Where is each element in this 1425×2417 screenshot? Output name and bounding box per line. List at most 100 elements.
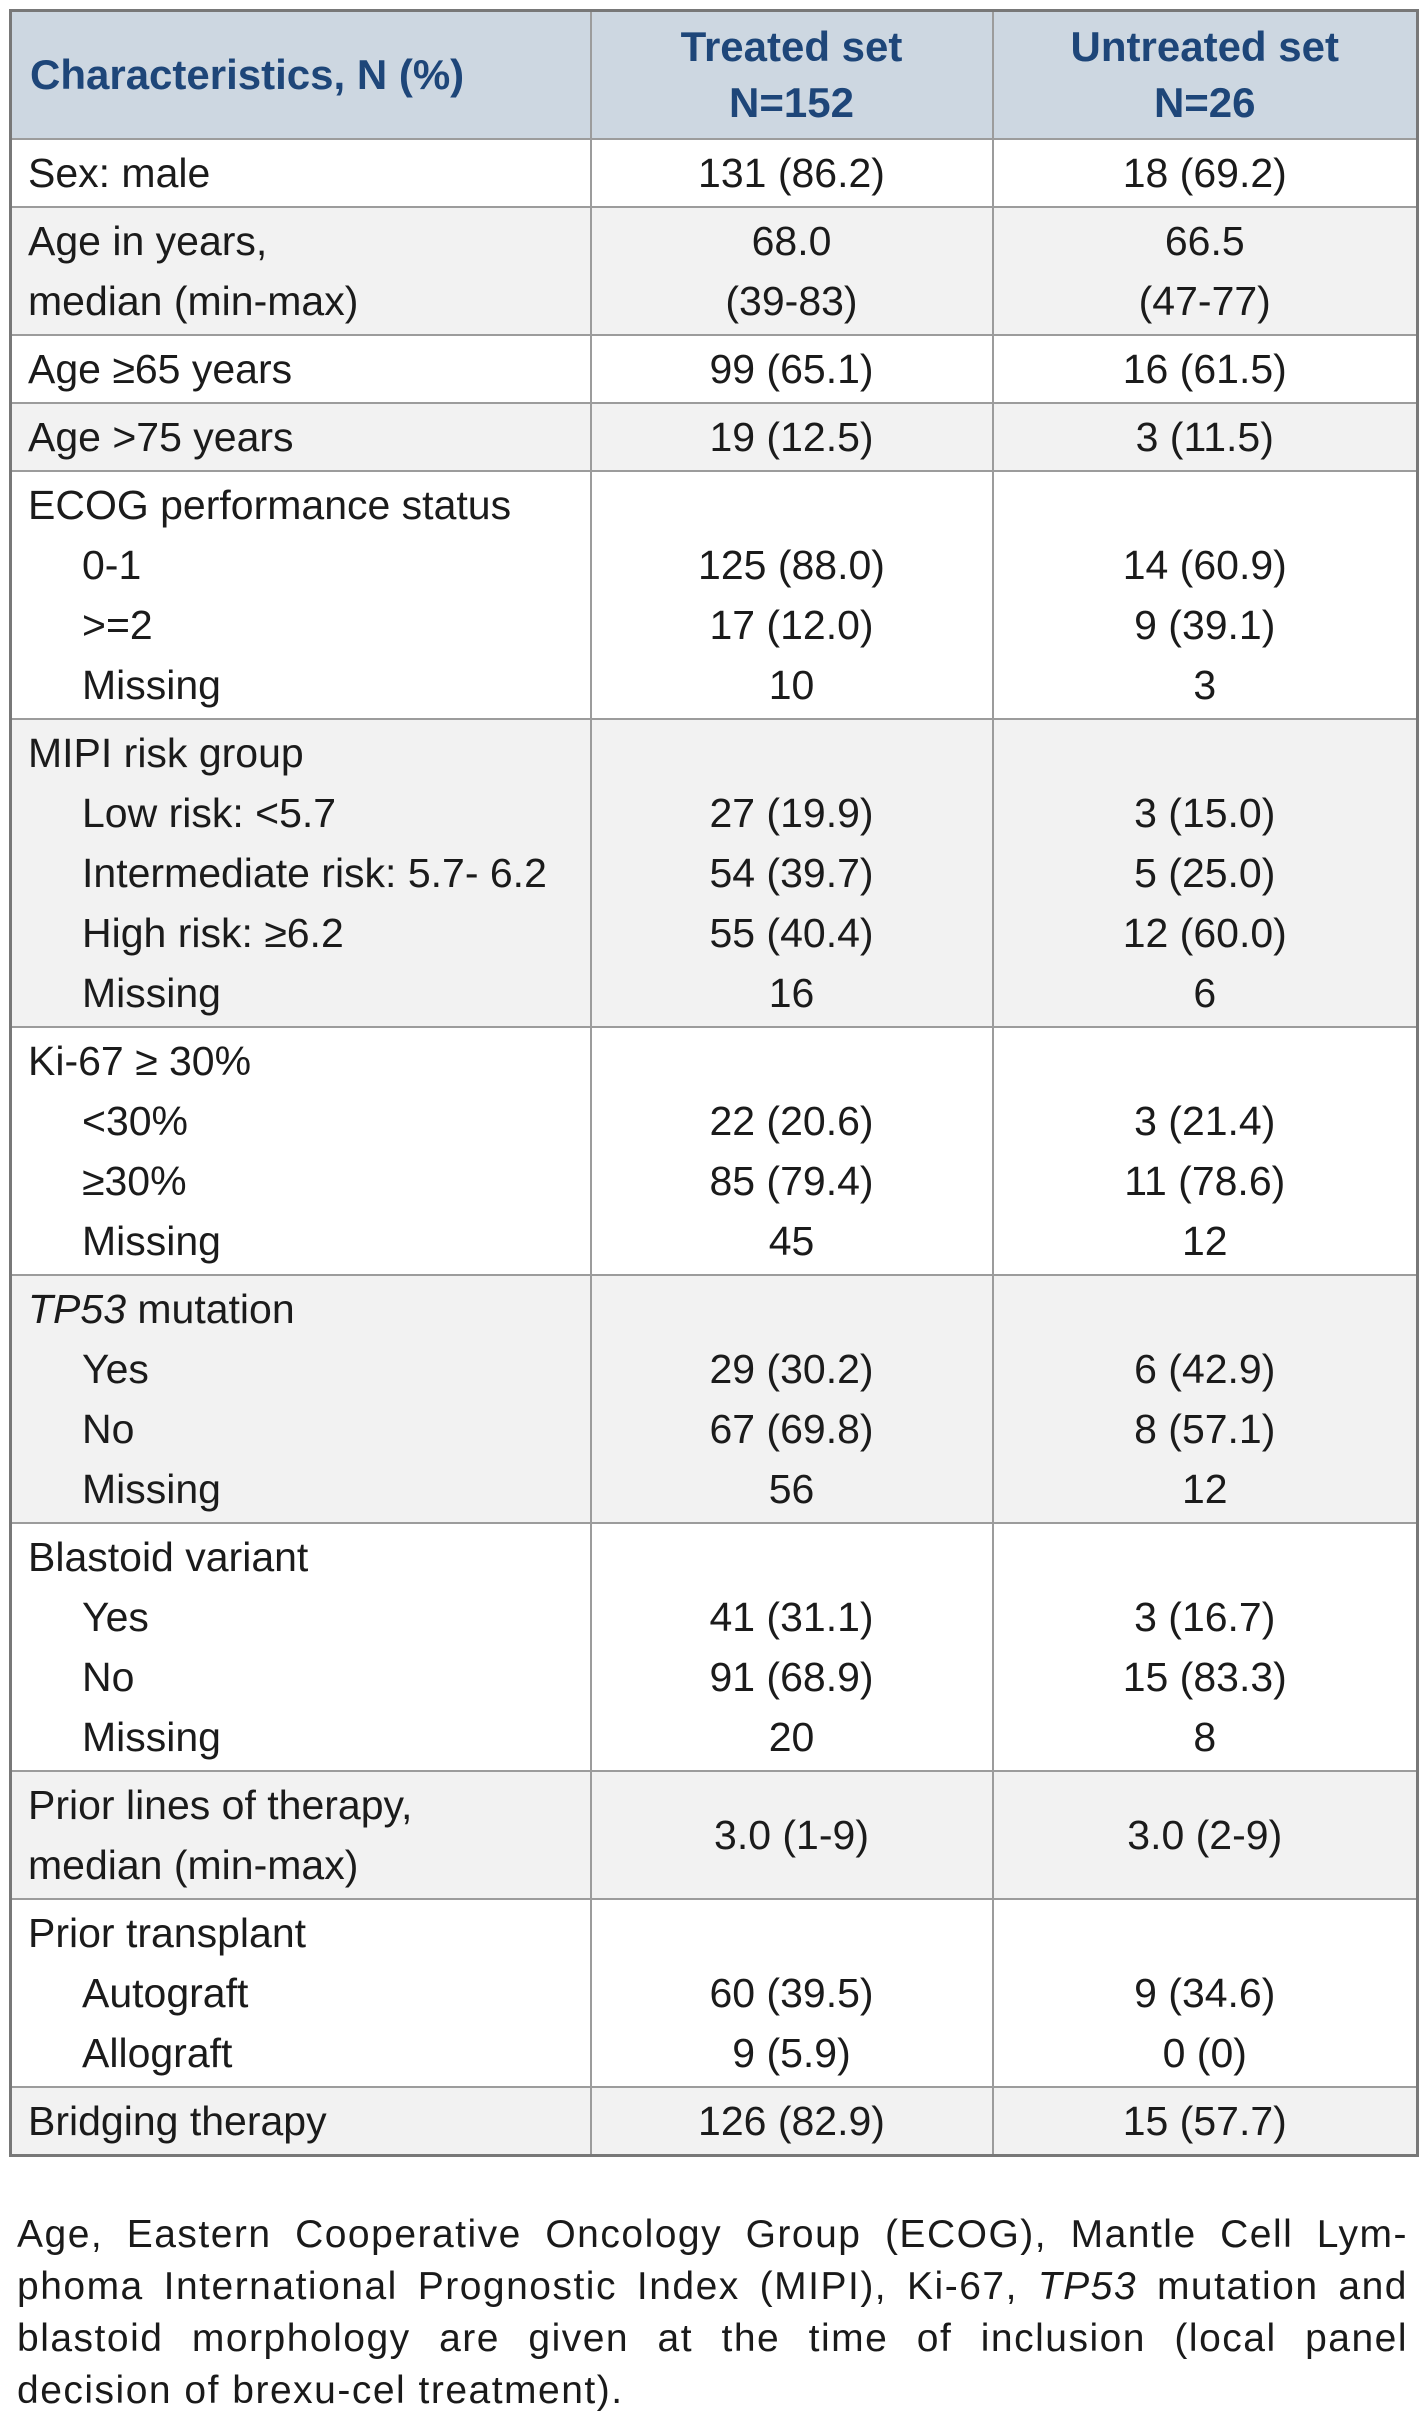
untreated-value: 8 <box>1193 1714 1217 1760</box>
untreated-value <box>998 723 1413 783</box>
footnote-line: Age, Eastern Cooperative Oncology Group … <box>17 2213 1408 2256</box>
header-characteristics: Characteristics, N (%) <box>9 9 592 140</box>
treated-cell: 41 (31.1) 91 (68.9) 20 <box>589 1522 994 1772</box>
row-label: Age >75 years <box>28 414 294 460</box>
treated-value: 27 (19.9) <box>709 790 874 836</box>
treated-cell: 125 (88.0) 17 (12.0) 10 <box>589 470 994 720</box>
header-untreated-line2: N=26 <box>1153 79 1256 126</box>
footnote-line: phoma International Prognostic Index (MI… <box>17 2261 1408 2313</box>
row-label: Yes <box>82 1346 149 1392</box>
row-label: Missing <box>82 1218 221 1264</box>
gene-name-tp53: TP53 <box>28 1286 126 1332</box>
row-label-cell: Age >75 years <box>9 402 592 472</box>
untreated-value <box>998 1031 1413 1091</box>
untreated-value <box>998 1279 1413 1339</box>
table-row-mipi: MIPI risk group Low risk: <5.7 Intermedi… <box>9 718 1419 1028</box>
treated-value: 125 (88.0) <box>698 542 885 588</box>
treated-value: 10 <box>768 662 815 708</box>
treated-value: 41 (31.1) <box>709 1594 874 1640</box>
treated-value <box>596 1903 988 1963</box>
footnote-text: phoma International Prognostic Index (MI… <box>17 2265 1038 2308</box>
treated-cell: 99 (65.1) <box>589 334 994 404</box>
treated-value: 99 (65.1) <box>709 346 874 392</box>
characteristics-table: Characteristics, N (%) Treated set N=152… <box>9 9 1419 2157</box>
row-label: Prior transplant <box>28 1910 307 1956</box>
row-label-cell: TP53 mutation Yes No Missing <box>9 1274 592 1524</box>
row-label: ≥30% <box>82 1158 187 1204</box>
treated-value: 126 (82.9) <box>698 2098 885 2144</box>
row-label: Missing <box>82 1466 221 1512</box>
untreated-value: 3 (15.0) <box>1134 790 1276 836</box>
untreated-value: 3.0 (2-9) <box>1127 1812 1283 1858</box>
row-label: Prior lines of therapy, <box>28 1782 413 1828</box>
treated-cell: 68.0 (39-83) <box>589 206 994 336</box>
untreated-cell: 3.0 (2-9) <box>991 1770 1419 1900</box>
treated-value: 17 (12.0) <box>709 602 874 648</box>
treated-value: 16 <box>768 970 815 1016</box>
treated-cell: 3.0 (1-9) <box>589 1770 994 1900</box>
treated-cell: 19 (12.5) <box>589 402 994 472</box>
treated-value <box>596 723 988 783</box>
row-label-cell: Blastoid variant Yes No Missing <box>9 1522 592 1772</box>
untreated-cell: 3 (16.7) 15 (83.3) 8 <box>991 1522 1419 1772</box>
treated-value <box>596 1279 988 1339</box>
table-row-sex: Sex: male 131 (86.2) 18 (69.2) <box>9 138 1419 208</box>
untreated-value: 16 (61.5) <box>1122 346 1287 392</box>
untreated-value: 15 (83.3) <box>1122 1654 1287 1700</box>
row-label: Missing <box>82 662 221 708</box>
treated-value: 85 (79.4) <box>709 1158 874 1204</box>
untreated-value: 11 (78.6) <box>1124 1158 1286 1204</box>
untreated-value: 6 <box>1193 970 1217 1016</box>
treated-value: 9 (5.9) <box>732 2030 851 2076</box>
row-label: Sex: male <box>28 150 211 196</box>
table-row-prior-lines: Prior lines of therapy, median (min-max)… <box>9 1770 1419 1900</box>
row-label: Missing <box>82 1714 221 1760</box>
header-untreated-set: Untreated set N=26 <box>991 9 1419 140</box>
table-row-bridging: Bridging therapy 126 (82.9) 15 (57.7) <box>9 2086 1419 2157</box>
treated-cell: 27 (19.9) 54 (39.7) 55 (40.4) 16 <box>589 718 994 1028</box>
row-label-cell: Bridging therapy <box>9 2086 592 2157</box>
treated-cell: 22 (20.6) 85 (79.4) 45 <box>589 1026 994 1276</box>
row-label-cell: Prior transplant Autograft Allograft <box>9 1898 592 2088</box>
untreated-value: 3 <box>1193 662 1217 708</box>
untreated-value: 0 (0) <box>1162 2030 1247 2076</box>
row-label-cell: MIPI risk group Low risk: <5.7 Intermedi… <box>9 718 592 1028</box>
row-label: Yes <box>82 1594 149 1640</box>
row-label: Age ≥65 years <box>28 346 293 392</box>
treated-value: 131 (86.2) <box>698 150 885 196</box>
gene-name-tp53: TP53 <box>1037 2265 1138 2308</box>
untreated-value <box>998 1527 1413 1587</box>
treated-cell: 131 (86.2) <box>589 138 994 208</box>
header-treated-set: Treated set N=152 <box>589 9 994 140</box>
untreated-value: 9 (34.6) <box>1134 1970 1276 2016</box>
row-label: 0-1 <box>82 542 142 588</box>
untreated-cell: 18 (69.2) <box>991 138 1419 208</box>
untreated-value: 12 <box>1181 1218 1228 1264</box>
row-label-cell: Age ≥65 years <box>9 334 592 404</box>
table-row-age65: Age ≥65 years 99 (65.1) 16 (61.5) <box>9 334 1419 404</box>
untreated-value: 5 (25.0) <box>1134 850 1276 896</box>
untreated-value: 3 (16.7) <box>1134 1594 1276 1640</box>
treated-value: 56 <box>768 1466 815 1512</box>
row-label: median (min-max) <box>28 1842 359 1888</box>
treated-value: 20 <box>768 1714 815 1760</box>
row-label: <30% <box>82 1098 189 1144</box>
table-row-age75: Age >75 years 19 (12.5) 3 (11.5) <box>9 402 1419 472</box>
table-row-age-median: Age in years, median (min-max) 68.0 (39-… <box>9 206 1419 336</box>
row-label: High risk: ≥6.2 <box>82 910 344 956</box>
treated-value: 68.0 <box>751 218 832 264</box>
untreated-value <box>998 475 1413 535</box>
untreated-value: 6 (42.9) <box>1134 1346 1276 1392</box>
treated-value <box>596 1527 988 1587</box>
untreated-cell: 3 (15.0) 5 (25.0) 12 (60.0) 6 <box>991 718 1419 1028</box>
untreated-cell: 3 (21.4) 11 (78.6) 12 <box>991 1026 1419 1276</box>
row-label: ECOG performance status <box>28 482 512 528</box>
footnote-line: decision of brexu-cel treatment). <box>17 2369 624 2412</box>
treated-value <box>596 1031 988 1091</box>
untreated-value: 66.5 <box>1164 218 1245 264</box>
treated-value <box>596 475 988 535</box>
header-treated-line2: N=152 <box>729 79 854 126</box>
treated-value: (39-83) <box>725 278 858 324</box>
treated-cell: 126 (82.9) <box>589 2086 994 2157</box>
